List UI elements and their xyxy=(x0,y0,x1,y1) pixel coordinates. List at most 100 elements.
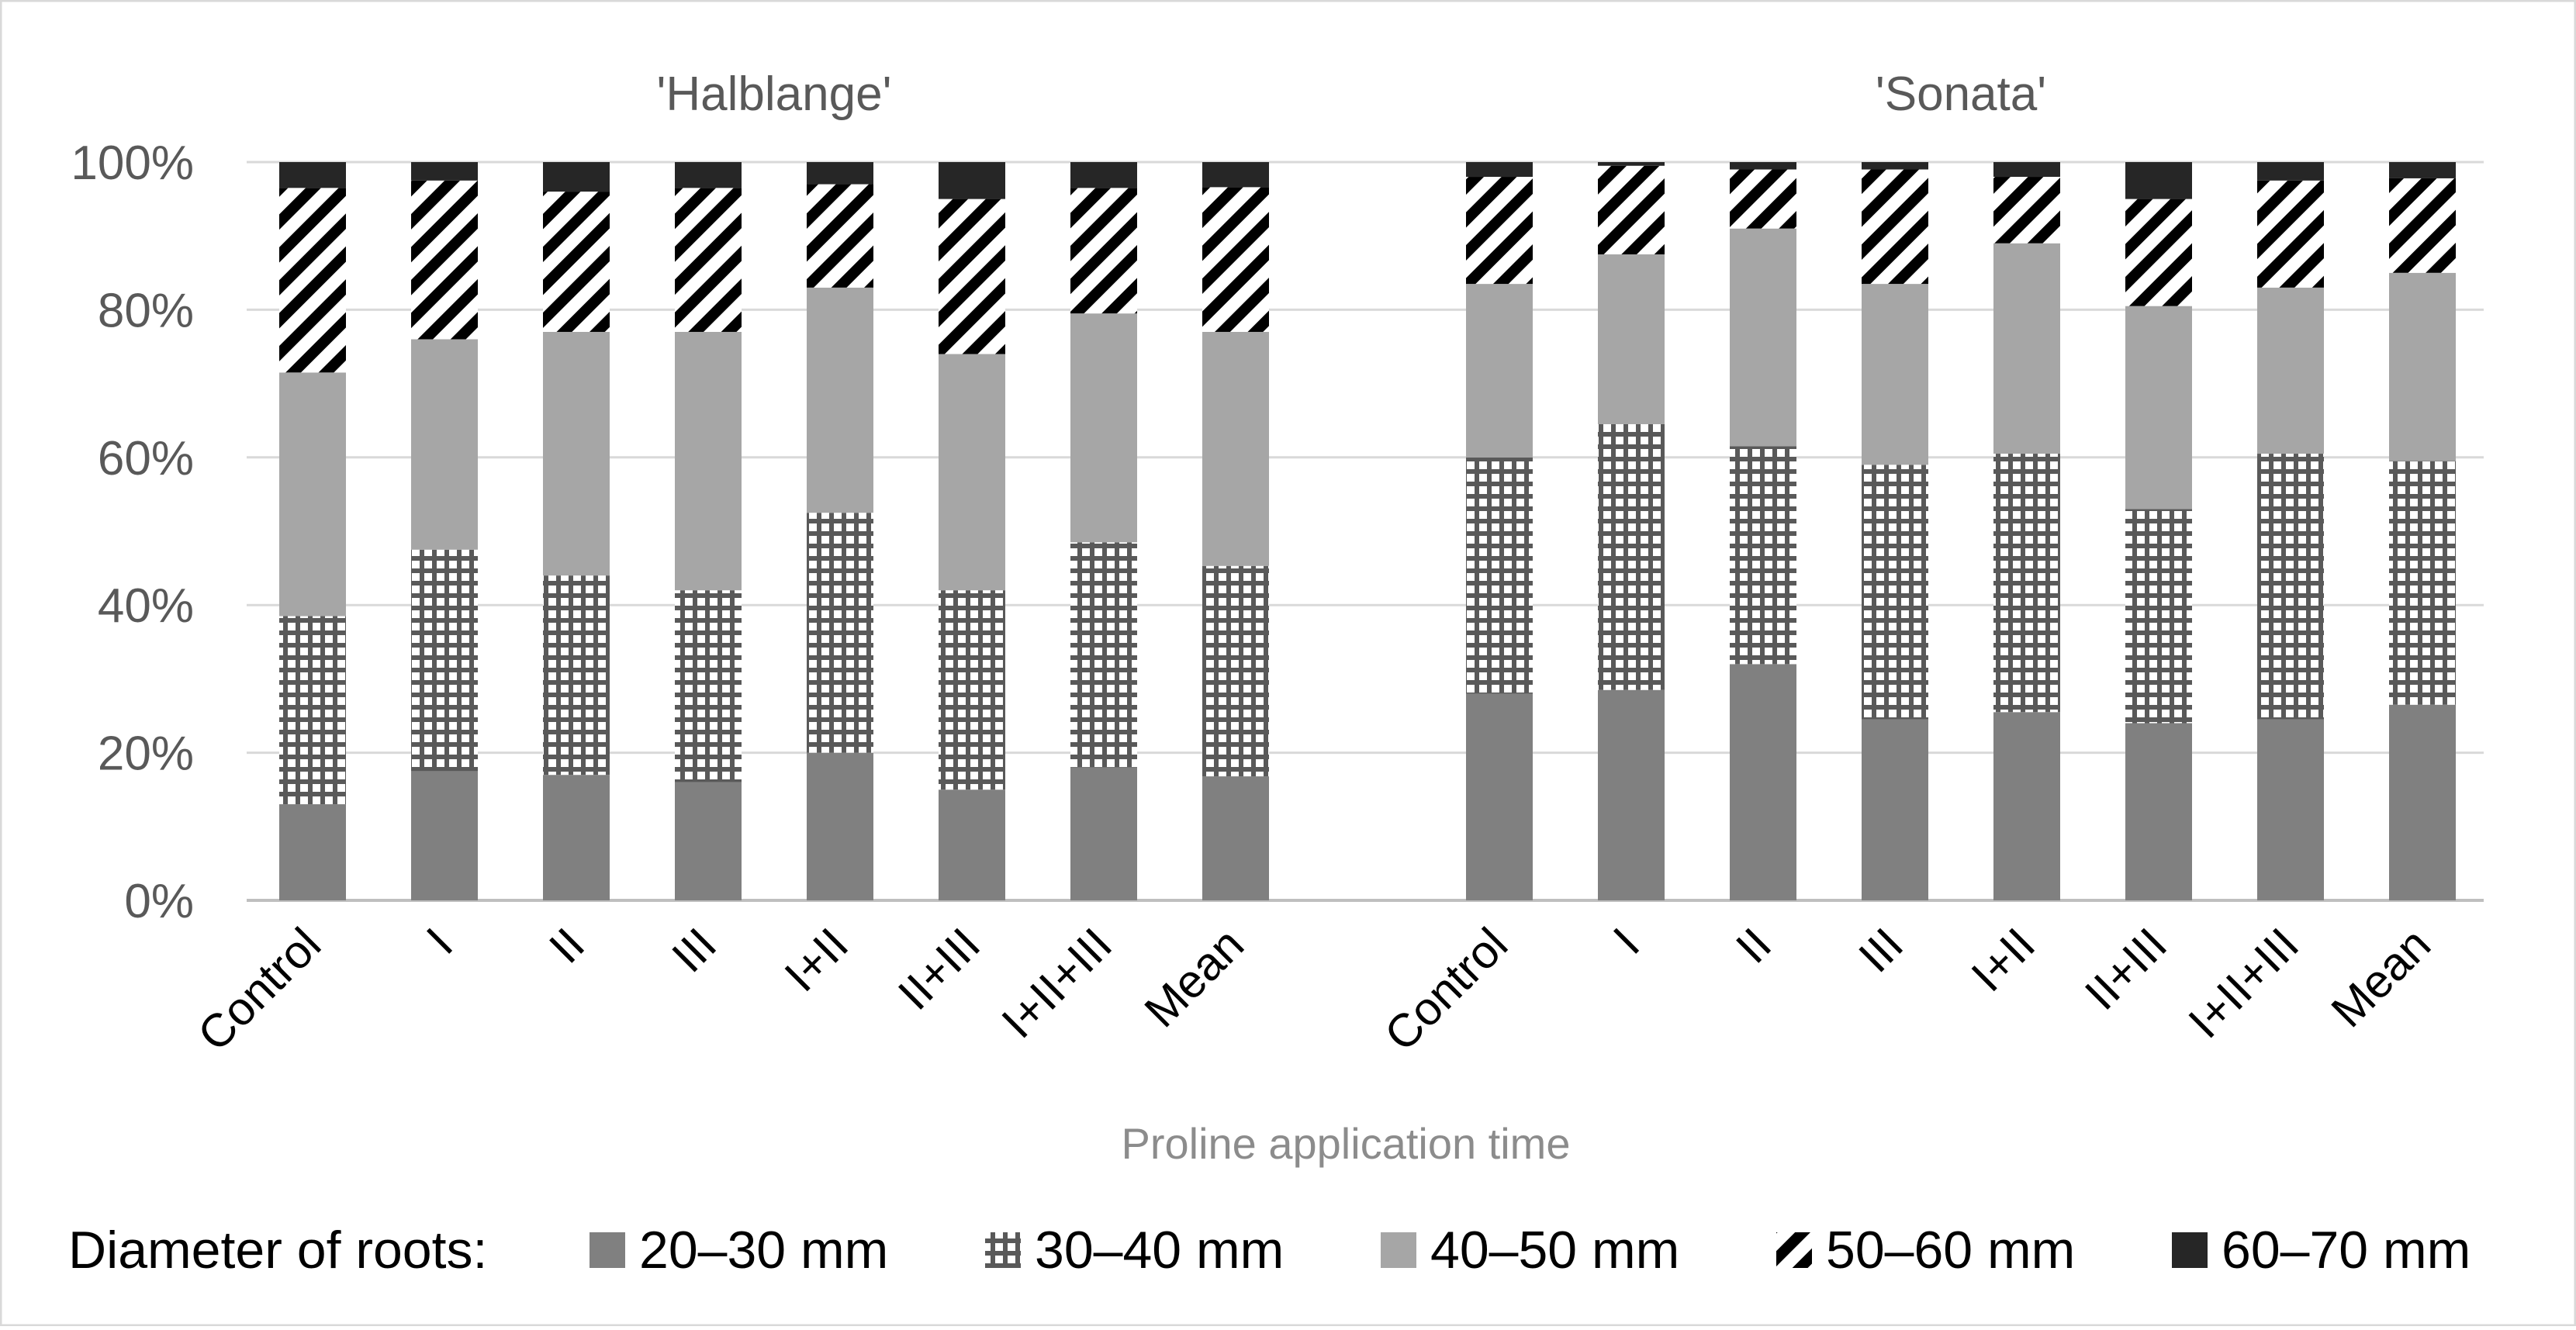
bar-segment xyxy=(279,188,346,373)
bar-segment xyxy=(1598,423,1665,690)
bar-segment xyxy=(939,199,1005,354)
bar-segment xyxy=(1993,454,2060,713)
bar-segment xyxy=(1466,284,1533,458)
bar-segment xyxy=(1730,169,1796,229)
y-tick-label: 60% xyxy=(98,432,194,485)
bar-segment xyxy=(1466,693,1533,900)
bar-segment xyxy=(2389,461,2456,705)
legend-swatch xyxy=(590,1232,625,1268)
bar-segment xyxy=(543,575,610,776)
bar-segment xyxy=(2389,704,2456,900)
bar-segment xyxy=(1862,719,1928,900)
bar-segment xyxy=(2125,723,2192,900)
bar-segment xyxy=(411,162,478,181)
bar-segment xyxy=(1466,162,1533,178)
bar-segment xyxy=(2389,272,2456,461)
bar-segment xyxy=(1993,243,2060,454)
bar-segment xyxy=(1070,767,1137,900)
bar-segment xyxy=(411,339,478,550)
gridlines xyxy=(247,161,2484,902)
legend-label: 40–50 mm xyxy=(1430,1221,1679,1280)
y-tick-label: 80% xyxy=(98,284,194,337)
bar-segment xyxy=(2257,287,2324,454)
bar-segment xyxy=(1862,169,1928,285)
y-tick-label: 0% xyxy=(124,875,194,928)
y-axis-ticks: 0% 20% 40% 60% 80% 100% xyxy=(71,136,194,928)
bar-segment xyxy=(1598,689,1665,900)
bar-segment xyxy=(1202,565,1269,777)
bar-segment xyxy=(1862,162,1928,170)
bar-segment xyxy=(2257,719,2324,900)
y-tick-label: 20% xyxy=(98,727,194,781)
bar-segment xyxy=(411,771,478,900)
bar-segment xyxy=(2257,180,2324,288)
bar-segment xyxy=(939,162,1005,199)
bar-segment xyxy=(675,162,742,188)
bar-segment xyxy=(1202,776,1269,900)
bar-segment xyxy=(1466,177,1533,285)
bar-segment xyxy=(279,162,346,188)
bar-segment xyxy=(1202,162,1269,188)
legend-swatch xyxy=(985,1232,1021,1268)
legend-label: 50–60 mm xyxy=(1826,1221,2075,1280)
bar-segment xyxy=(2125,306,2192,510)
bar-segment xyxy=(279,616,346,805)
bar-segment xyxy=(1730,162,1796,170)
legend-title: Diameter of roots: xyxy=(68,1221,487,1280)
bar-segment xyxy=(2389,178,2456,273)
bar-segment xyxy=(675,782,742,900)
bar-segment xyxy=(1202,187,1269,332)
bar-segment xyxy=(543,162,610,192)
bar-segment xyxy=(411,180,478,340)
bar-segment xyxy=(543,331,610,576)
bar-segment xyxy=(543,192,610,332)
bars xyxy=(279,162,2456,900)
bar-segment xyxy=(939,354,1005,591)
bar-segment xyxy=(1730,228,1796,447)
bar-segment xyxy=(2257,162,2324,181)
bar-segment xyxy=(2257,454,2324,720)
bar-segment xyxy=(807,184,873,288)
bar-segment xyxy=(2125,199,2192,306)
panel-titles: 'Halblange' 'Sonata' xyxy=(657,67,2047,121)
bar-segment xyxy=(675,590,742,782)
bar-segment xyxy=(411,549,478,772)
bar-segment xyxy=(1598,165,1665,254)
legend-label: 30–40 mm xyxy=(1035,1221,1284,1280)
bar-segment xyxy=(1070,542,1137,768)
bar-segment xyxy=(1598,254,1665,424)
bar-segment xyxy=(807,162,873,185)
bar-segment xyxy=(675,188,742,332)
bar-segment xyxy=(807,513,873,753)
bar-segment xyxy=(1730,446,1796,665)
bar-segment xyxy=(279,372,346,617)
bar-segment xyxy=(1993,712,2060,900)
legend-label: 60–70 mm xyxy=(2222,1221,2471,1280)
legend-swatch xyxy=(1776,1232,1812,1268)
legend: Diameter of roots: 20–30 mm 30–40 mm 40–50… xyxy=(68,1221,2471,1280)
bar-segment xyxy=(939,789,1005,900)
panel-title: 'Sonata' xyxy=(1876,67,2046,121)
bar-segment xyxy=(1202,331,1269,566)
bar-segment xyxy=(1070,188,1137,314)
panel-title: 'Halblange' xyxy=(657,67,892,121)
bar-segment xyxy=(2389,162,2456,178)
bar-segment xyxy=(1070,313,1137,543)
bar-segment xyxy=(1466,457,1533,694)
y-tick-label: 40% xyxy=(98,579,194,633)
bar-segment xyxy=(2125,509,2192,724)
x-axis-label: Proline application time xyxy=(1122,1119,1571,1168)
legend-swatch xyxy=(1381,1232,1416,1268)
bar-segment xyxy=(1862,284,1928,465)
bar-segment xyxy=(807,287,873,513)
legend-label: 20–30 mm xyxy=(639,1221,888,1280)
bar-segment xyxy=(2125,162,2192,199)
legend-swatch xyxy=(2172,1232,2208,1268)
bar-segment xyxy=(279,804,346,900)
bar-segment xyxy=(1598,162,1665,166)
bar-segment xyxy=(1730,664,1796,900)
bar-segment xyxy=(1070,162,1137,188)
bar-segment xyxy=(1862,465,1928,720)
bar-segment xyxy=(1993,162,2060,178)
